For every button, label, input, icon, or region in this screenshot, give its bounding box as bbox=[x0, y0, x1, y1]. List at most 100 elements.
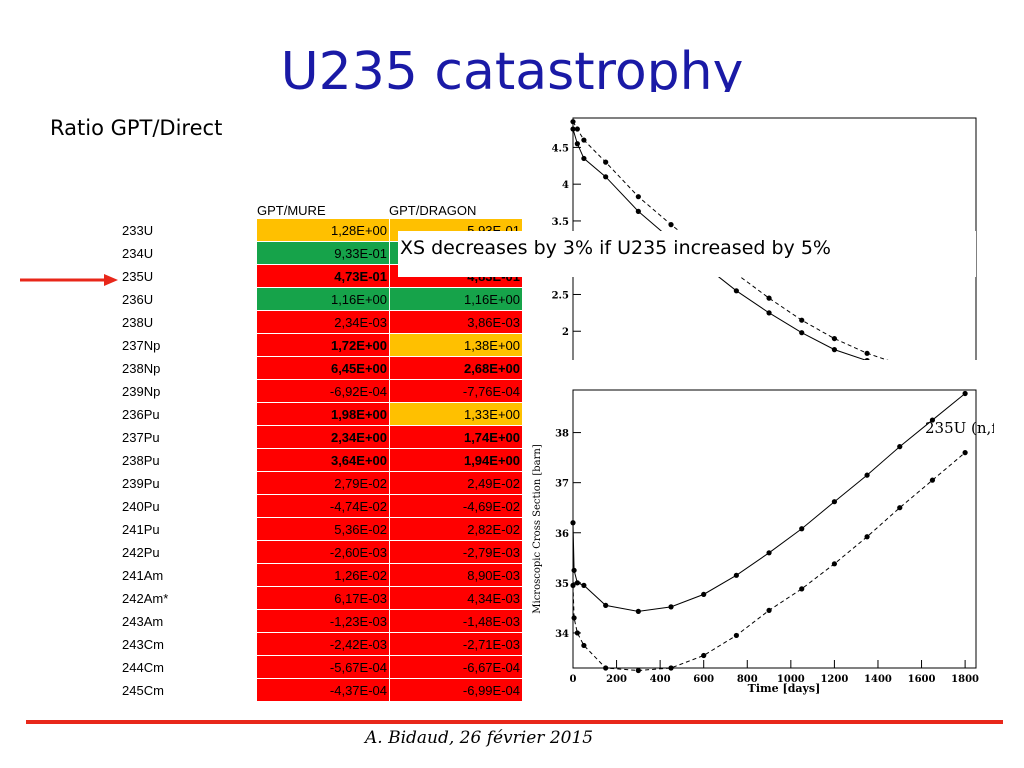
data-point bbox=[799, 526, 805, 532]
nuclide-cell: 243Cm bbox=[122, 632, 257, 656]
data-point bbox=[766, 607, 772, 613]
data-point bbox=[603, 665, 609, 671]
table-row: 244Cm -5,67E-04 -6,67E-04 bbox=[122, 655, 523, 679]
data-point bbox=[635, 208, 641, 214]
highlight-arrow-icon bbox=[20, 274, 118, 286]
y-tick-label: 35 bbox=[555, 579, 569, 590]
data-point bbox=[733, 632, 739, 639]
data-point bbox=[570, 119, 576, 125]
mure-ratio-cell: 5,36E-02 bbox=[257, 517, 390, 541]
mure-ratio-cell: 2,34E-03 bbox=[257, 310, 390, 334]
data-point bbox=[574, 126, 580, 132]
data-point bbox=[574, 580, 580, 586]
table-row: 239Pu 2,79E-02 2,49E-02 bbox=[122, 471, 523, 495]
data-point bbox=[897, 505, 903, 511]
table-row: 243Am -1,23E-03 -1,48E-03 bbox=[122, 609, 523, 633]
data-point bbox=[799, 586, 805, 592]
data-point bbox=[864, 534, 870, 540]
data-point bbox=[581, 155, 587, 162]
mure-ratio-cell: 1,72E+00 bbox=[257, 333, 390, 357]
table-row: 238Np 6,45E+00 2,68E+00 bbox=[122, 356, 523, 380]
dragon-ratio-cell: -6,67E-04 bbox=[389, 655, 523, 679]
data-point bbox=[581, 642, 587, 649]
series-line-2 bbox=[572, 452, 966, 672]
mure-ratio-cell: 9,33E-01 bbox=[257, 241, 390, 265]
dragon-ratio-cell: -7,76E-04 bbox=[389, 379, 523, 403]
mure-ratio-cell: -4,74E-02 bbox=[257, 494, 390, 518]
y-tick-label: 4 bbox=[562, 180, 569, 191]
dragon-ratio-cell: -6,99E-04 bbox=[389, 678, 523, 702]
table-row: 245Cm -4,37E-04 -6,99E-04 bbox=[122, 678, 523, 702]
mure-ratio-cell: 4,73E-01 bbox=[257, 264, 390, 288]
table-row: 238U 2,34E-03 3,86E-03 bbox=[122, 310, 523, 334]
data-point bbox=[733, 572, 739, 578]
y-tick-label: 37 bbox=[555, 479, 569, 490]
table-row: 242Pu -2,60E-03 -2,79E-03 bbox=[122, 540, 523, 564]
y-axis-label: Microscopic Cross Section [barn] bbox=[532, 444, 543, 614]
dragon-ratio-cell: 3,86E-03 bbox=[389, 310, 523, 334]
data-point bbox=[603, 159, 609, 165]
nuclide-cell: 239Np bbox=[122, 379, 257, 403]
table-row: 238Pu 3,64E+00 1,94E+00 bbox=[122, 448, 523, 472]
data-point bbox=[603, 174, 609, 180]
table-row: 237Pu 2,34E+00 1,74E+00 bbox=[122, 425, 523, 449]
dragon-ratio-cell: 1,74E+00 bbox=[389, 425, 523, 449]
nuclide-cell: 236Pu bbox=[122, 402, 257, 426]
x-tick-label: 800 bbox=[737, 674, 758, 685]
mure-ratio-cell: 6,45E+00 bbox=[257, 356, 390, 380]
mure-ratio-cell: 2,79E-02 bbox=[257, 471, 390, 495]
data-point bbox=[766, 550, 772, 556]
data-point bbox=[635, 194, 641, 200]
nuclide-cell: 238Np bbox=[122, 356, 257, 380]
data-point bbox=[581, 137, 587, 143]
data-point bbox=[897, 444, 903, 450]
x-tick-label: 1600 bbox=[908, 674, 936, 685]
nuclide-cell: 242Am* bbox=[122, 586, 257, 610]
data-point bbox=[570, 126, 576, 132]
data-point bbox=[733, 288, 739, 294]
nuclide-cell: 244Cm bbox=[122, 655, 257, 679]
bottom-chart: 34 35 36 37 38 0 200 400 600 800 1000 1200 1400 1600 1… bbox=[532, 389, 994, 695]
column-header-mure: GPT/MURE bbox=[257, 203, 326, 218]
data-point bbox=[831, 347, 838, 353]
dragon-ratio-cell: -2,79E-03 bbox=[389, 540, 523, 564]
mure-ratio-cell: 1,16E+00 bbox=[257, 287, 390, 311]
data-point bbox=[799, 317, 805, 323]
mure-ratio-cell: -1,23E-03 bbox=[257, 609, 390, 633]
table-subtitle: Ratio GPT/Direct bbox=[50, 116, 223, 140]
nuclide-cell: 233U bbox=[122, 219, 257, 242]
table-row: 241Am 1,26E-02 8,90E-03 bbox=[122, 563, 523, 587]
dragon-ratio-cell: -2,71E-03 bbox=[389, 632, 523, 656]
data-point bbox=[668, 665, 674, 671]
dragon-ratio-cell: 1,33E+00 bbox=[389, 402, 523, 426]
dragon-ratio-cell: 1,38E+00 bbox=[389, 333, 523, 357]
table-row: 236U 1,16E+00 1,16E+00 bbox=[122, 287, 523, 311]
data-point bbox=[962, 390, 968, 397]
data-point bbox=[929, 417, 936, 423]
mure-ratio-cell: 3,64E+00 bbox=[257, 448, 390, 472]
nuclide-cell: 234U bbox=[122, 241, 257, 265]
nuclide-cell: 239Pu bbox=[122, 471, 257, 495]
nuclide-cell: 243Am bbox=[122, 609, 257, 633]
x-tick-label: 600 bbox=[693, 674, 714, 685]
dragon-ratio-cell: 4,34E-03 bbox=[389, 586, 523, 610]
xs-note-callout: XS decreases by 3% if U235 increased by … bbox=[398, 231, 976, 277]
data-point bbox=[831, 499, 838, 505]
data-point bbox=[574, 630, 580, 636]
footer-credit: A. Bidaud, 26 février 2015 bbox=[365, 728, 594, 748]
series-line-1 bbox=[572, 393, 966, 612]
y-tick-label: 36 bbox=[555, 529, 569, 540]
table-row: 242Am* 6,17E-03 4,34E-03 bbox=[122, 586, 523, 610]
data-point bbox=[864, 358, 870, 360]
dragon-ratio-cell: 2,49E-02 bbox=[389, 471, 523, 495]
nuclide-cell: 245Cm bbox=[122, 678, 257, 702]
dragon-ratio-cell: 2,68E+00 bbox=[389, 356, 523, 380]
data-point bbox=[766, 310, 772, 316]
mure-ratio-cell: -4,37E-04 bbox=[257, 678, 390, 702]
nuclide-cell: 235U bbox=[122, 264, 257, 288]
table-row: 243Cm -2,42E-03 -2,71E-03 bbox=[122, 632, 523, 656]
data-point bbox=[864, 350, 870, 356]
table-row: 239Np -6,92E-04 -7,76E-04 bbox=[122, 379, 523, 403]
data-point bbox=[701, 591, 707, 597]
data-point bbox=[799, 330, 805, 336]
